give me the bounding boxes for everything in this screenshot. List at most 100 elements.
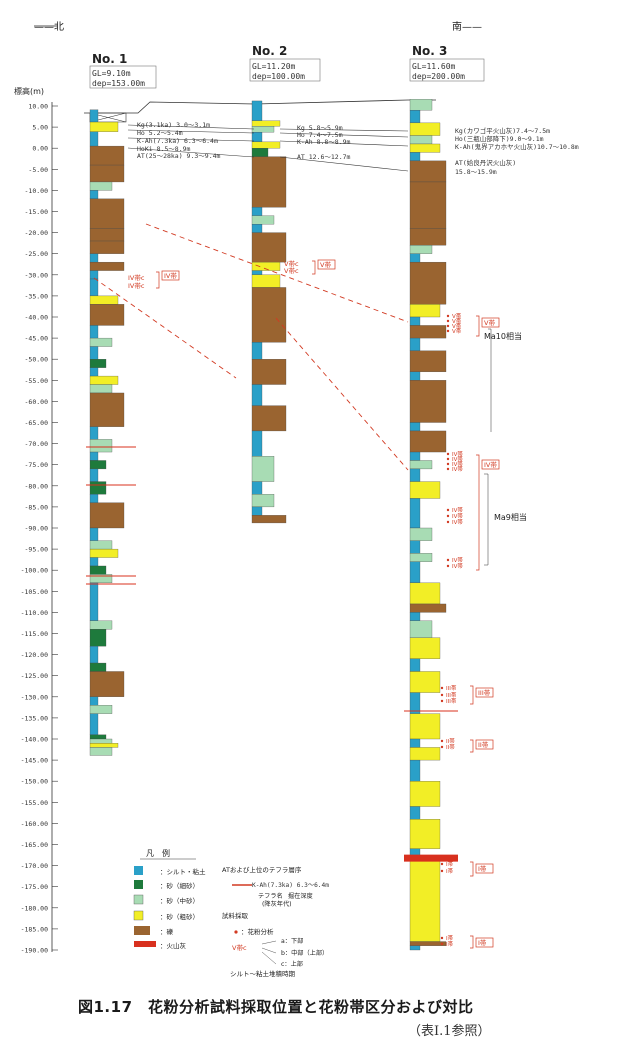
layer-sl — [89, 109, 99, 123]
pollen-sample-label: IV帯 — [452, 455, 463, 463]
pollen-sample-label: IV帯 — [452, 518, 463, 526]
axis-tick-label: -135.00 — [21, 714, 48, 722]
zone-label-no1-iv: IV帯 — [164, 271, 177, 280]
axis-tick-label: -90.00 — [25, 525, 49, 533]
axis-tick-label: -130.00 — [21, 693, 48, 701]
pollen-sample-label: IV帯 — [452, 506, 463, 514]
legend-tephra-age: (降灰年代) — [262, 900, 292, 908]
legend-swatch-medium-sand — [133, 894, 144, 905]
layer-sl — [409, 759, 421, 782]
layer-gv — [89, 502, 125, 529]
tephra-at-2: AT 12.6〜12.7m — [297, 153, 351, 161]
axis-tick-label: -180.00 — [21, 904, 48, 912]
layer-gv — [251, 156, 287, 208]
tephra-kg-2: Kg 5.8〜5.9m — [297, 124, 343, 132]
layer-gv — [409, 350, 447, 373]
legend-sampling-title: 試料採取 — [222, 911, 249, 920]
axis-tick-label: -140.00 — [21, 736, 48, 744]
layer-fs — [89, 481, 107, 495]
layer-fs — [89, 565, 107, 575]
zone-label-no3-i-upper: I帯 — [478, 864, 487, 873]
sample-marker-4: V帯c — [284, 266, 299, 275]
zone-label-no3-iv: IV帯 — [484, 460, 497, 469]
pollen-sample-dot — [446, 329, 450, 333]
layer-sl — [89, 557, 99, 567]
south-label: 南—— — [452, 20, 482, 33]
layer-sl — [89, 646, 99, 664]
layer-ms — [409, 135, 433, 145]
axis-tick-label: -65.00 — [25, 419, 49, 427]
layer-cs — [251, 261, 281, 271]
layer-gv — [251, 405, 287, 432]
layer-ms — [89, 738, 113, 744]
layer-gv — [409, 261, 447, 305]
pollen-sample-dot — [446, 514, 450, 518]
layer-cs — [251, 274, 281, 288]
pollen-sample-dot — [440, 936, 444, 940]
sample-marker-3: V帯c — [284, 259, 299, 268]
tephra-kg-3: Kg(カワゴ平火山灰)7.4〜7.5m — [455, 126, 550, 135]
axis-tick-label: -85.00 — [25, 503, 49, 511]
zone-label-no3-ii: II帯 — [478, 740, 489, 749]
layer-sl — [251, 207, 263, 216]
axis-tick-label: -10.00 — [25, 187, 49, 195]
pollen-sample-label: I帯 — [446, 860, 454, 868]
elevation-axis: 標高(m) 10.00 5.00 0.00 -5.00 -10.00 -15.00 -20.… — [14, 86, 58, 955]
borehole-3-dep: dep=200.00m — [412, 72, 465, 81]
layer-ms — [409, 460, 433, 470]
layer-ms — [251, 494, 275, 508]
layer-sl — [251, 506, 263, 516]
layer-gv — [409, 160, 447, 183]
layer-gv — [89, 671, 125, 697]
pollen-sample-dot — [440, 686, 444, 690]
pollen-sample-dot — [446, 457, 450, 461]
legend-swatch-clay — [134, 866, 143, 875]
axis-tick-label: -35.00 — [25, 292, 49, 300]
axis-tick-label: -80.00 — [25, 482, 49, 490]
layer-sl — [409, 561, 421, 584]
layer-sl — [89, 278, 99, 297]
borehole-1-pollen-annotations: IV帯c IV帯c IV帯 — [128, 270, 180, 290]
layer-ms — [251, 215, 275, 225]
ma10-label: Ma10相当 — [484, 331, 522, 341]
axis-tick-label: -20.00 — [25, 229, 49, 237]
layer-gv — [89, 261, 125, 271]
layer-gv — [409, 430, 447, 453]
borehole-1-name: No. 1 — [92, 52, 127, 66]
layer-cs — [409, 671, 441, 693]
legend-sub-a: a：下部 — [281, 937, 303, 945]
legend: 凡 例 ：シルト・粘土 ：砂（細砂） ：砂（中砂） ：砂（粗砂） ：礫 ：火山灰… — [133, 848, 329, 978]
pollen-sample-label: II帯 — [446, 737, 455, 745]
pollen-zone-correlation-lines — [93, 223, 409, 471]
legend-label-medium-sand: ：砂（中砂） — [160, 896, 199, 905]
layer-sl — [89, 346, 99, 360]
pollen-sample-dot — [446, 314, 450, 318]
layer-gv — [89, 304, 125, 326]
layer-fs — [89, 460, 107, 470]
layer-gv — [89, 145, 125, 166]
layer-gv — [409, 941, 447, 946]
layer-cs — [409, 582, 441, 605]
layer-sl — [409, 371, 421, 381]
pollen-sample-dot — [446, 452, 450, 456]
layer-cs — [409, 857, 441, 942]
borehole-2-gl: GL=11.20m — [252, 62, 296, 71]
axis-tick-label: -185.00 — [21, 925, 48, 933]
pollen-sample-label: IV帯 — [452, 562, 463, 570]
pollen-sample-dot — [440, 739, 444, 743]
axis-tick-label: -145.00 — [21, 757, 48, 765]
axis-tick-label: -5.00 — [28, 166, 48, 174]
layer-sl — [251, 384, 263, 406]
axis-tick-label: -50.00 — [25, 356, 49, 364]
layer-ms — [89, 181, 113, 191]
ash-marker-lines — [86, 446, 458, 712]
north-label: ——北 — [34, 21, 64, 33]
layer-ms — [89, 574, 113, 584]
pollen-sample-dot — [446, 462, 450, 466]
tephra-at-3-depth: 15.8〜15.9m — [455, 168, 497, 176]
axis-tick-label: -45.00 — [25, 335, 49, 343]
borehole-3-pollen-annotations: V帯V帯V帯V帯IV帯IV帯IV帯IV帯IV帯IV帯IV帯IV帯IV帯III帯I… — [440, 312, 527, 949]
layer-cs — [89, 743, 119, 748]
layer-gv — [409, 380, 447, 423]
layer-sl — [409, 468, 421, 482]
